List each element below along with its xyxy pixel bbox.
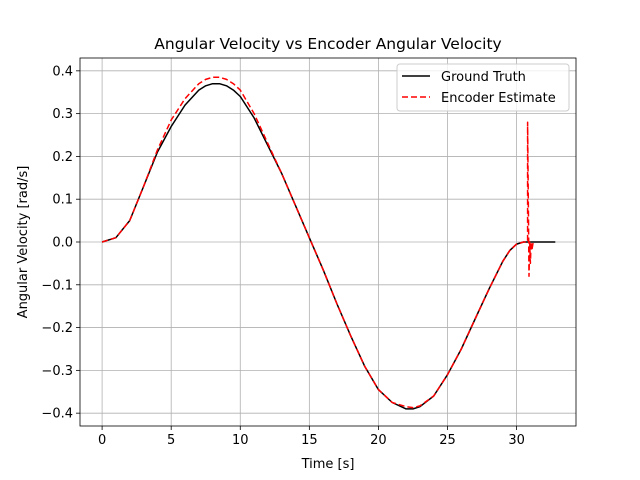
x-axis-title: Time [s] xyxy=(301,457,355,472)
y-tick-label: −0.4 xyxy=(41,407,73,422)
series-line-ground-truth xyxy=(101,82,556,410)
x-tick-label: 10 xyxy=(232,433,249,448)
series-line-encoder-estimate xyxy=(101,76,534,409)
y-tick-label: −0.1 xyxy=(41,278,73,293)
chart-title: Angular Velocity vs Encoder Angular Velo… xyxy=(154,35,501,53)
x-ticks: 0 5 10 15 20 25 30 xyxy=(98,426,525,448)
series-layer xyxy=(101,76,556,410)
legend-box xyxy=(396,63,570,112)
x-tick-label: 5 xyxy=(167,433,175,448)
y-tick-label: 0.4 xyxy=(52,64,73,79)
y-tick-label: 0.3 xyxy=(52,107,73,122)
x-tick-label: 20 xyxy=(370,433,387,448)
gridlines xyxy=(80,58,576,426)
y-tick-label: 0.2 xyxy=(52,150,73,165)
y-ticks: −0.4 −0.3 −0.2 −0.1 0.0 0.1 0.2 0.3 0.4 xyxy=(41,64,80,422)
x-tick-label: 0 xyxy=(98,433,106,448)
y-tick-label: −0.3 xyxy=(41,364,73,379)
y-axis-title: Angular Velocity [rad/s] xyxy=(16,166,31,319)
legend-label-ground-truth: Ground Truth xyxy=(441,70,526,85)
x-tick-label: 15 xyxy=(301,433,318,448)
y-tick-label: 0.1 xyxy=(52,193,73,208)
legend: Ground Truth Encoder Estimate xyxy=(396,63,570,112)
legend-label-encoder-estimate: Encoder Estimate xyxy=(441,91,556,106)
y-tick-label: −0.2 xyxy=(41,321,73,336)
x-tick-label: 30 xyxy=(508,433,525,448)
y-tick-label: 0.0 xyxy=(52,236,73,251)
x-tick-label: 25 xyxy=(439,433,456,448)
